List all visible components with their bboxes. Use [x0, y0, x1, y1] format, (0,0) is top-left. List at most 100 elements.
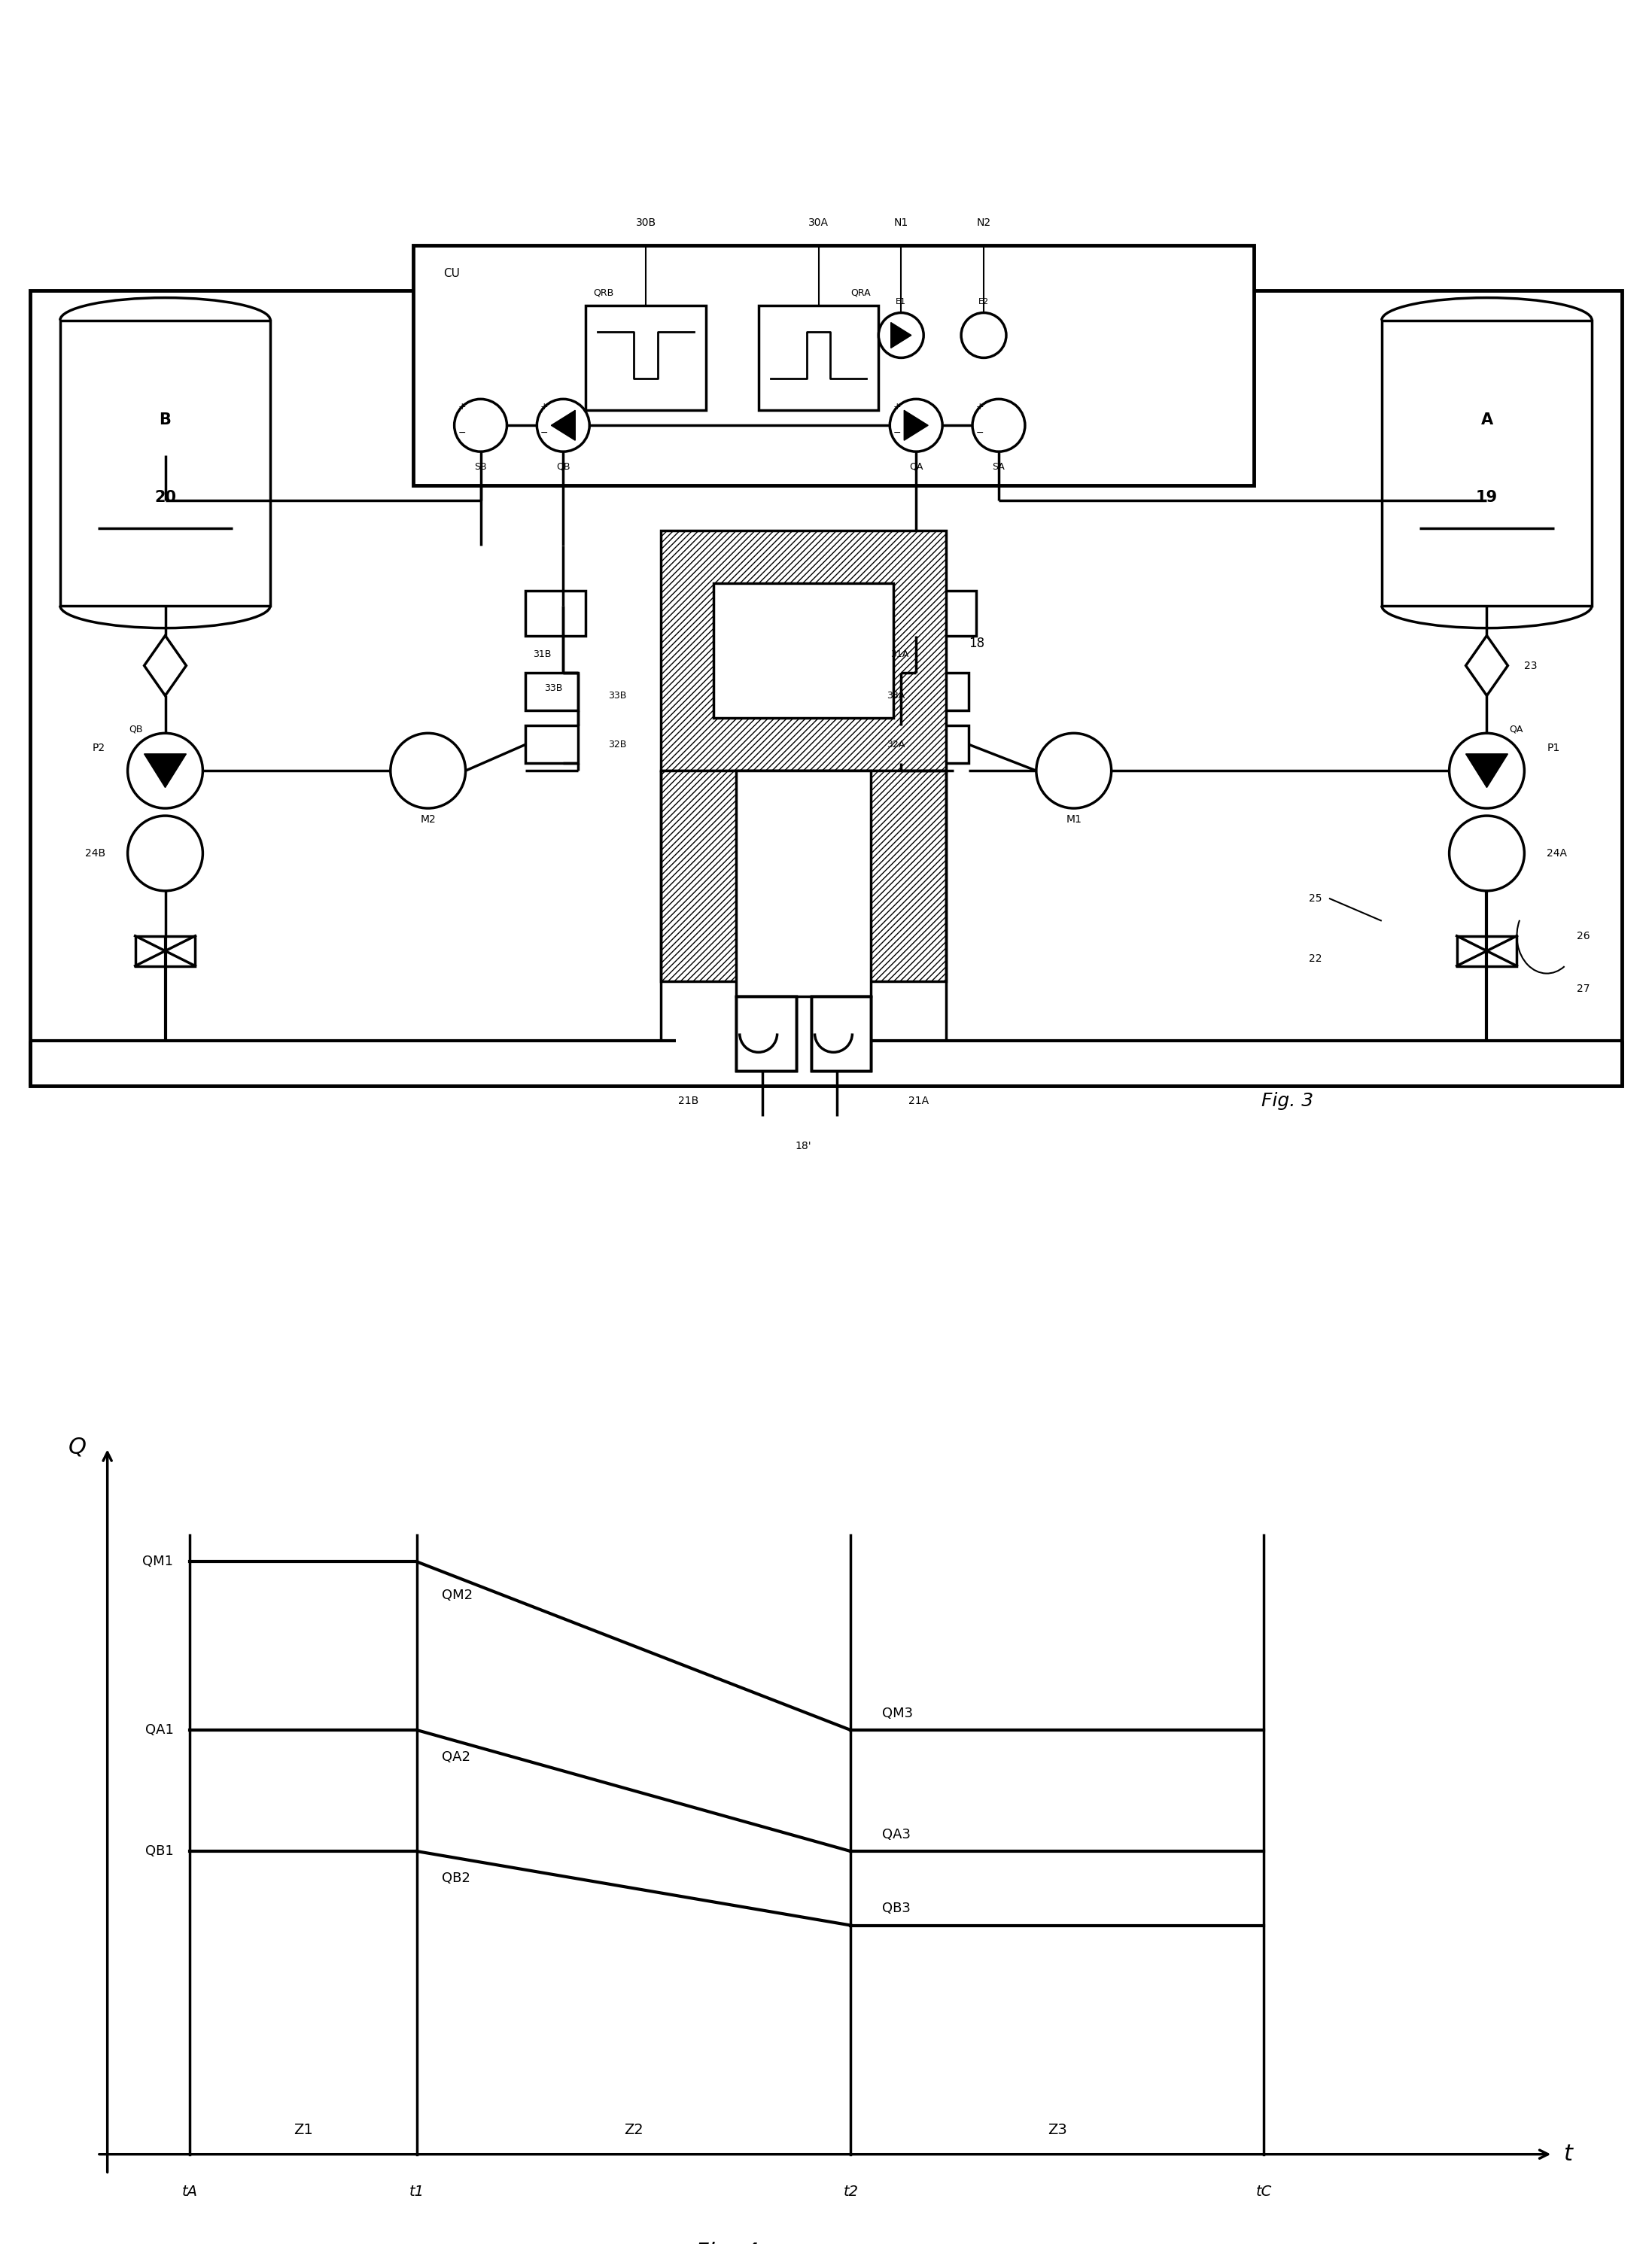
- Text: 33B: 33B: [545, 682, 563, 693]
- Text: +: +: [894, 402, 902, 411]
- Text: −: −: [540, 429, 548, 438]
- Text: QM3: QM3: [882, 1705, 912, 1719]
- Text: Fig. 4: Fig. 4: [695, 2242, 758, 2244]
- Text: 22: 22: [1308, 954, 1322, 963]
- Bar: [917, 725, 968, 763]
- Text: 31B: 31B: [534, 649, 552, 660]
- Text: +: +: [458, 402, 466, 411]
- Text: N2: N2: [976, 218, 991, 229]
- Text: 19: 19: [1475, 489, 1498, 505]
- Bar: [735, 770, 871, 996]
- Circle shape: [879, 312, 923, 357]
- Text: 26: 26: [1578, 931, 1591, 940]
- Text: −: −: [458, 429, 466, 438]
- Text: E1: E1: [895, 298, 907, 305]
- Text: QA1: QA1: [145, 1723, 173, 1737]
- Polygon shape: [890, 323, 912, 348]
- Circle shape: [890, 399, 942, 451]
- Text: P1: P1: [1546, 743, 1559, 754]
- Text: N1: N1: [894, 218, 909, 229]
- Bar: [413, 245, 1254, 485]
- Text: 31A: 31A: [890, 649, 909, 660]
- Text: t: t: [1563, 2143, 1573, 2165]
- Text: t1: t1: [410, 2186, 425, 2199]
- Text: −: −: [894, 429, 902, 438]
- Text: SA: SA: [993, 462, 1004, 471]
- Polygon shape: [552, 411, 575, 440]
- Text: QA: QA: [1510, 725, 1523, 734]
- Text: 33B: 33B: [608, 691, 626, 700]
- Text: 23: 23: [1525, 660, 1538, 671]
- Text: QB1: QB1: [145, 1845, 173, 1858]
- Circle shape: [1449, 817, 1525, 891]
- Bar: [661, 530, 947, 770]
- Bar: [525, 725, 578, 763]
- Bar: [811, 996, 871, 1070]
- Text: 18': 18': [795, 1140, 811, 1151]
- Text: CU: CU: [443, 267, 459, 278]
- Text: Z1: Z1: [294, 2123, 314, 2136]
- Text: QB3: QB3: [882, 1901, 910, 1914]
- Text: Z2: Z2: [624, 2123, 644, 2136]
- Text: M1: M1: [1066, 815, 1082, 826]
- Polygon shape: [1465, 635, 1508, 696]
- Bar: [811, 996, 871, 1070]
- Text: 21B: 21B: [677, 1095, 699, 1106]
- Text: Z3: Z3: [1047, 2123, 1067, 2136]
- Text: P2: P2: [93, 743, 106, 754]
- Text: 33A: 33A: [887, 691, 905, 700]
- Bar: [811, 996, 871, 1070]
- Polygon shape: [144, 635, 187, 696]
- Text: −: −: [976, 429, 985, 438]
- Bar: [525, 673, 578, 711]
- Text: 21A: 21A: [909, 1095, 928, 1106]
- Circle shape: [127, 734, 203, 808]
- Circle shape: [973, 399, 1024, 451]
- Bar: [586, 305, 705, 411]
- Text: 24B: 24B: [84, 848, 106, 859]
- Text: QA3: QA3: [882, 1827, 910, 1840]
- Bar: [714, 583, 894, 718]
- Bar: [758, 305, 879, 411]
- Bar: [525, 590, 586, 635]
- Text: QM1: QM1: [142, 1555, 173, 1569]
- Text: 25: 25: [1308, 893, 1322, 904]
- Text: t2: t2: [843, 2186, 859, 2199]
- Bar: [30, 289, 1622, 1086]
- Text: 20: 20: [154, 489, 177, 505]
- Text: QRB: QRB: [593, 287, 615, 298]
- Text: Fig. 3: Fig. 3: [1262, 1093, 1313, 1111]
- Text: QA2: QA2: [443, 1750, 471, 1764]
- Text: +: +: [976, 402, 985, 411]
- Bar: [1381, 321, 1593, 606]
- Text: B: B: [159, 413, 172, 429]
- Text: Q: Q: [69, 1436, 88, 1459]
- Text: +: +: [540, 402, 548, 411]
- Bar: [735, 996, 796, 1070]
- Text: tC: tC: [1256, 2186, 1272, 2199]
- Circle shape: [454, 399, 507, 451]
- Bar: [735, 996, 796, 1070]
- Polygon shape: [144, 754, 187, 788]
- Circle shape: [1036, 734, 1112, 808]
- Text: QB: QB: [129, 725, 142, 734]
- Bar: [661, 770, 947, 981]
- Bar: [1457, 936, 1517, 965]
- Polygon shape: [904, 411, 928, 440]
- Bar: [917, 673, 968, 711]
- Polygon shape: [1465, 754, 1508, 788]
- Text: tA: tA: [182, 2186, 198, 2199]
- Circle shape: [390, 734, 466, 808]
- Text: 24A: 24A: [1546, 848, 1568, 859]
- Text: 18: 18: [968, 637, 985, 651]
- Text: 32A: 32A: [887, 741, 905, 749]
- Circle shape: [537, 399, 590, 451]
- Text: 27: 27: [1578, 983, 1591, 994]
- Circle shape: [127, 817, 203, 891]
- Bar: [735, 996, 796, 1070]
- Bar: [135, 936, 195, 965]
- Text: SB: SB: [474, 462, 487, 471]
- Text: QB: QB: [557, 462, 570, 471]
- Text: 32B: 32B: [608, 741, 626, 749]
- Text: E2: E2: [978, 298, 990, 305]
